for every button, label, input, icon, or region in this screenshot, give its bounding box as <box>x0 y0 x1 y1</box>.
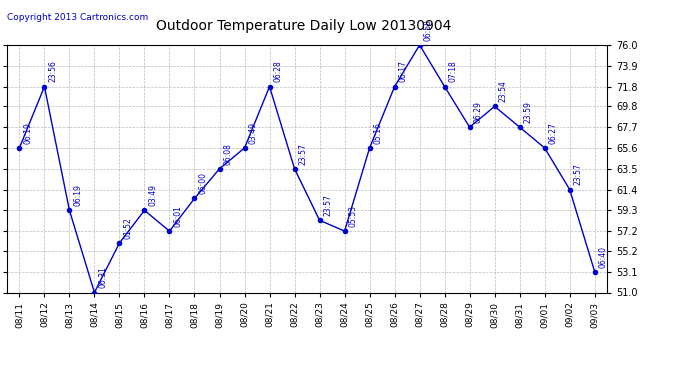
Text: 06:01: 06:01 <box>174 205 183 227</box>
Text: 06:58: 06:58 <box>424 19 433 41</box>
Text: 23:57: 23:57 <box>324 194 333 216</box>
Text: 06:17: 06:17 <box>399 60 408 82</box>
Text: 06:29: 06:29 <box>474 101 483 123</box>
Text: 23:54: 23:54 <box>499 80 508 102</box>
Text: 23:59: 23:59 <box>524 101 533 123</box>
Text: 06:19: 06:19 <box>23 122 32 144</box>
Text: 23:56: 23:56 <box>48 60 57 82</box>
Text: 23:57: 23:57 <box>574 164 583 185</box>
Text: 06:28: 06:28 <box>274 61 283 82</box>
Text: 03:49: 03:49 <box>248 122 257 144</box>
Text: 06:08: 06:08 <box>224 143 233 165</box>
Text: Copyright 2013 Cartronics.com: Copyright 2013 Cartronics.com <box>7 13 148 22</box>
Text: 06:00: 06:00 <box>199 172 208 194</box>
Text: 06:40: 06:40 <box>599 246 608 267</box>
Text: 07:18: 07:18 <box>448 61 457 82</box>
Text: 03:49: 03:49 <box>148 184 157 206</box>
Text: 23:57: 23:57 <box>299 143 308 165</box>
Text: 01:52: 01:52 <box>124 217 132 239</box>
Text: Outdoor Temperature Daily Low 20130904: Outdoor Temperature Daily Low 20130904 <box>156 19 451 33</box>
Text: 05:53: 05:53 <box>348 205 357 227</box>
Text: 06:31: 06:31 <box>99 267 108 288</box>
Text: 05:16: 05:16 <box>374 122 383 144</box>
Text: 06:19: 06:19 <box>74 184 83 206</box>
Text: 06:27: 06:27 <box>549 122 558 144</box>
